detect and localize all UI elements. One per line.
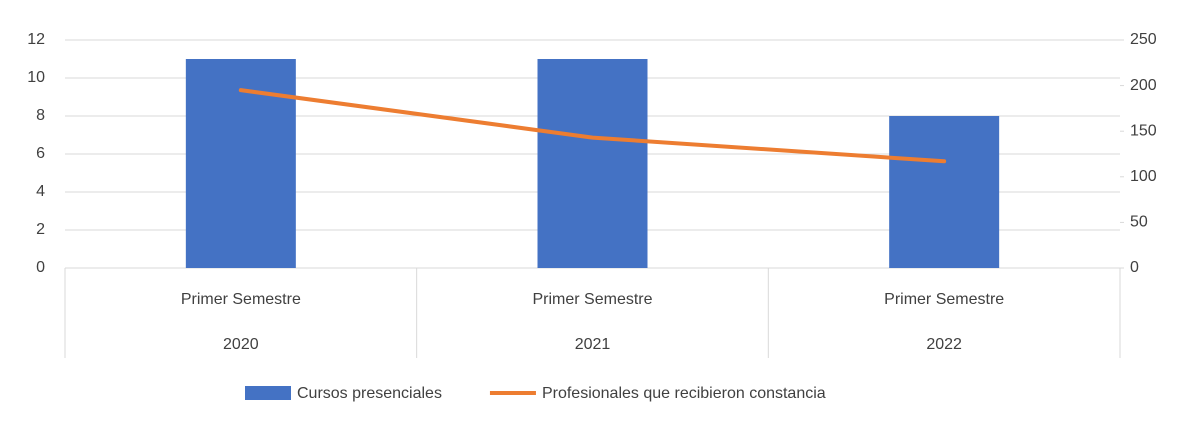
x-tick-label: 2022 xyxy=(926,336,962,353)
y2-tick-label: 100 xyxy=(1130,168,1157,185)
y-tick-label: 12 xyxy=(27,31,45,48)
y2-tick-label: 150 xyxy=(1130,122,1157,139)
x-tick-label: Primer Semestre xyxy=(884,291,1004,308)
y-tick-label: 4 xyxy=(36,183,45,200)
y-tick-label: 8 xyxy=(36,107,45,124)
x-tick-label: Primer Semestre xyxy=(532,291,652,308)
bar xyxy=(889,116,1000,268)
y-tick-label: 0 xyxy=(36,259,45,276)
x-tick-label: 2020 xyxy=(223,336,259,353)
legend-label: Cursos presenciales xyxy=(297,385,442,402)
y2-tick-label: 50 xyxy=(1130,214,1148,231)
y-tick-label: 6 xyxy=(36,145,45,162)
y-tick-label: 2 xyxy=(36,221,45,238)
legend-swatch xyxy=(245,386,291,400)
legend-label: Profesionales que recibieron constancia xyxy=(542,385,826,402)
x-tick-label: 2021 xyxy=(575,336,611,353)
y2-tick-label: 0 xyxy=(1130,259,1139,276)
bar xyxy=(537,59,648,268)
x-tick-label: Primer Semestre xyxy=(181,291,301,308)
y2-tick-label: 250 xyxy=(1130,31,1157,48)
y-tick-label: 10 xyxy=(27,69,45,86)
y2-tick-label: 200 xyxy=(1130,77,1157,94)
line xyxy=(238,88,947,164)
